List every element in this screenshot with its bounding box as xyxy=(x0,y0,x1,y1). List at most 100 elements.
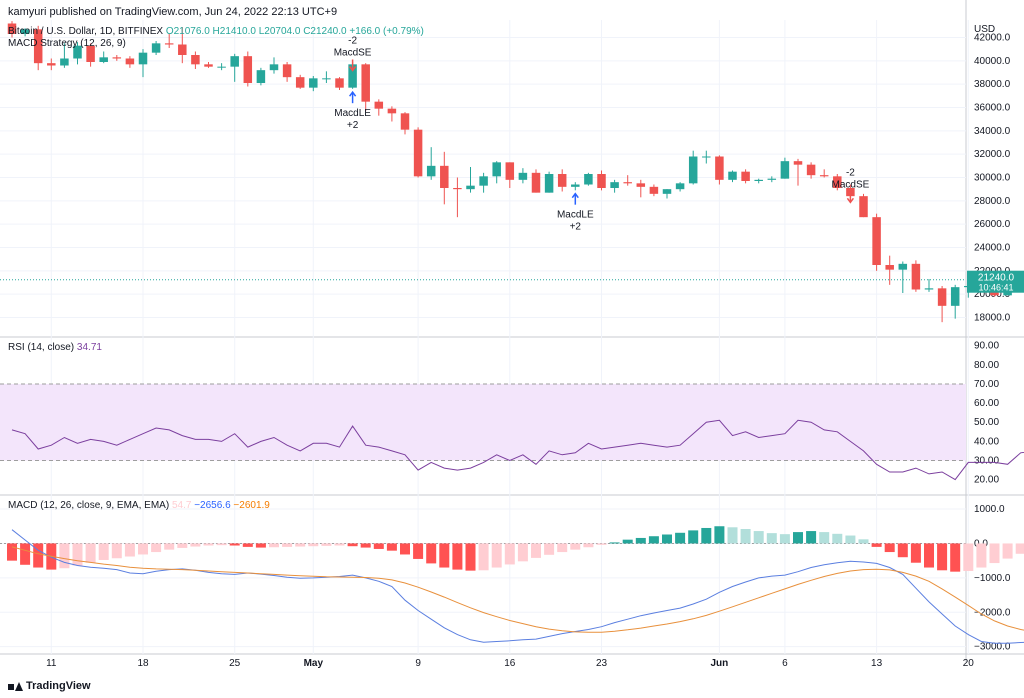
arrow-down-icon xyxy=(846,197,854,204)
macd-histogram-bar xyxy=(334,543,345,546)
strategy-title: MACD Strategy (12, 26, 9) xyxy=(8,38,126,49)
y-axis-label: USD xyxy=(974,24,995,35)
macd-histogram-bar xyxy=(308,543,319,547)
macd-histogram-bar xyxy=(819,532,830,544)
candle-body xyxy=(204,64,213,67)
arrow-up-icon xyxy=(571,192,579,199)
candle-body xyxy=(453,188,462,190)
macd-histogram-bar xyxy=(753,531,764,544)
candle-body xyxy=(178,44,187,55)
macd-histogram-bar xyxy=(59,543,70,569)
macd-histogram-bar xyxy=(7,543,17,561)
candle-body xyxy=(911,263,921,290)
macd-histogram-bar xyxy=(85,543,96,563)
macd-histogram-bar xyxy=(269,543,279,548)
rsi-y-tick-label: 90.00 xyxy=(974,341,999,352)
rsi-y-tick-label: 30.00 xyxy=(974,455,999,466)
macd-histogram-bar xyxy=(98,543,109,560)
rsi-y-tick-label: 50.00 xyxy=(974,417,999,428)
macd-histogram-bar xyxy=(609,542,620,544)
macd-histogram-bar xyxy=(1002,543,1013,559)
strategy-legend: MACD Strategy (12, 26, 9) xyxy=(8,38,126,49)
macd-histogram-bar xyxy=(531,543,541,558)
signal-label: MacdSE xyxy=(334,48,372,59)
y-tick-label: 26000.0 xyxy=(974,219,1011,230)
macd-histogram-bar xyxy=(426,543,437,564)
rsi-title: RSI (14, close) xyxy=(8,342,75,353)
macd-histogram-bar xyxy=(1015,543,1024,554)
candle-body xyxy=(361,64,370,102)
candle-body xyxy=(282,64,292,78)
ohlc-low: L20704.0 xyxy=(258,26,301,37)
macd-histogram-bar xyxy=(635,537,646,544)
signal-label: MacdLE xyxy=(557,210,594,221)
candle-body xyxy=(584,174,593,185)
macd-line-value: −2656.6 xyxy=(194,500,231,511)
macd-y-tick-label: −1000.0 xyxy=(974,573,1011,584)
macd-title: MACD (12, 26, close, 9, EMA, EMA) xyxy=(8,500,170,511)
macd-histogram-bar xyxy=(832,533,843,544)
candle-body xyxy=(47,63,56,66)
candle-body xyxy=(924,288,934,290)
candle-body xyxy=(99,57,108,62)
macd-histogram-bar xyxy=(544,543,555,555)
published-header: kamyuri published on TradingView.com, Ju… xyxy=(8,6,338,18)
macd-signal-value: −2601.9 xyxy=(233,500,270,511)
candle-body xyxy=(73,45,82,59)
macd-histogram-bar xyxy=(478,543,489,571)
candle-body xyxy=(295,77,305,88)
macd-histogram-bar xyxy=(766,533,777,544)
candle-body xyxy=(217,66,226,68)
candle-body xyxy=(754,179,763,181)
candle-body xyxy=(636,183,646,187)
candle-body xyxy=(518,172,528,180)
candle-body xyxy=(164,43,174,45)
candle-body xyxy=(20,29,30,34)
candle-body xyxy=(833,176,842,188)
macd-histogram-bar xyxy=(124,543,135,557)
symbol-title: Bitcoin / U.S. Dollar, 1D, BITFINEX xyxy=(8,26,164,37)
candle-body xyxy=(767,178,777,180)
candle-body xyxy=(885,265,894,270)
candle-body xyxy=(492,162,501,177)
macd-histogram-bar xyxy=(793,532,803,544)
candle-body xyxy=(505,162,515,180)
y-tick-label: 34000.0 xyxy=(974,126,1011,137)
macd-histogram-bar xyxy=(295,543,306,547)
x-tick-label: 20 xyxy=(963,658,975,669)
signal-label: +2 xyxy=(347,120,359,131)
candle-body xyxy=(387,108,397,114)
macd-histogram-bar xyxy=(884,543,895,553)
candle-body xyxy=(256,70,266,83)
candle-body xyxy=(819,175,829,177)
macd-histogram-bar xyxy=(688,530,699,544)
candle-body xyxy=(741,171,750,181)
candle-body xyxy=(780,161,790,179)
candle-body xyxy=(610,182,619,188)
y-tick-label: 24000.0 xyxy=(974,243,1011,254)
candle-body xyxy=(702,156,711,158)
candle-body xyxy=(112,57,122,59)
rsi-band xyxy=(0,383,966,461)
macd-histogram-bar xyxy=(190,543,201,547)
candle-body xyxy=(557,174,567,187)
candle-body xyxy=(898,263,908,270)
last-price-tag xyxy=(967,270,1024,293)
candle-body xyxy=(793,161,803,165)
signal-line xyxy=(11,546,1024,633)
macd-histogram-bar xyxy=(950,543,961,572)
signal-label: +2 xyxy=(570,222,582,233)
ohlc-high: H21410.0 xyxy=(212,26,256,37)
candle-body xyxy=(426,165,436,177)
y-tick-label: 42000.0 xyxy=(974,33,1011,44)
candle-body xyxy=(715,156,724,180)
y-tick-label: 18000.0 xyxy=(974,313,1011,324)
candle-body xyxy=(440,165,449,188)
macd-histogram-bar xyxy=(740,529,751,544)
macd-histogram-bar xyxy=(452,543,463,570)
macd-histogram-bar xyxy=(583,543,594,548)
rsi-y-tick-label: 20.00 xyxy=(974,475,999,486)
x-tick-label: 18 xyxy=(137,658,149,669)
macd-histogram-bar xyxy=(465,543,476,571)
